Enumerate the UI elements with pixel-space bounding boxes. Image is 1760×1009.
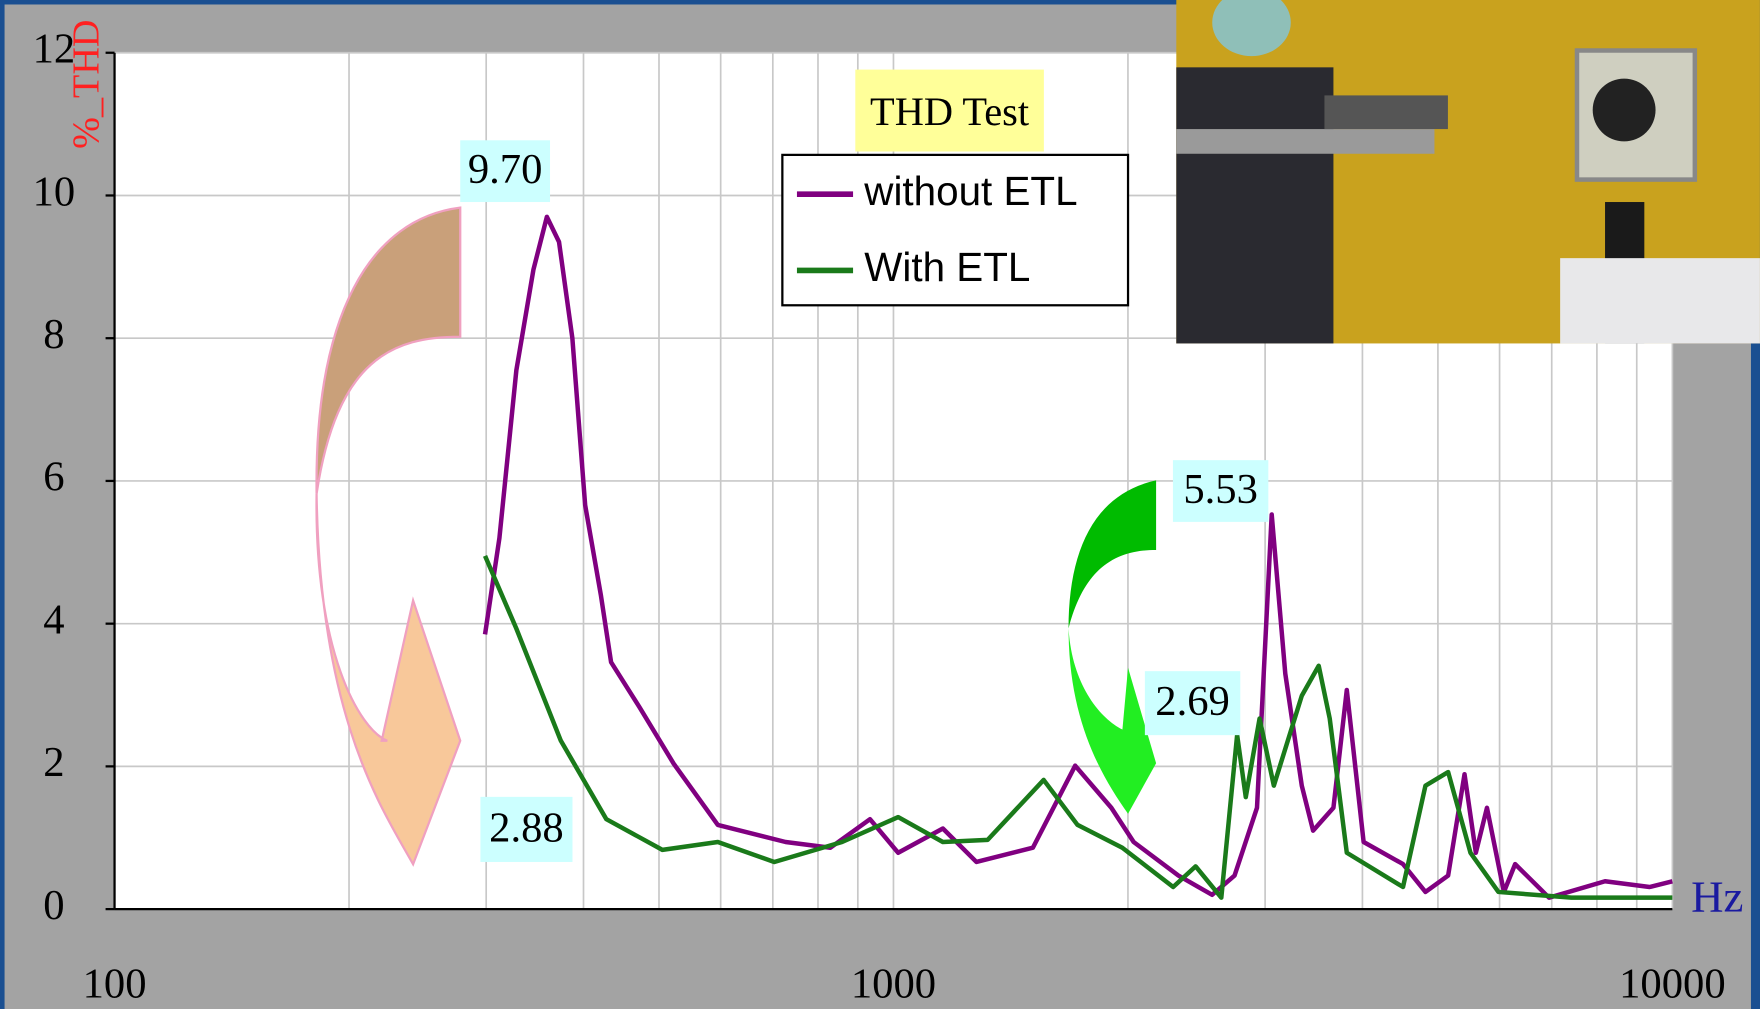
annotation-box: [1172, 460, 1269, 522]
y-tick-label: 4: [43, 596, 64, 643]
y-tick-label: 10: [33, 168, 76, 215]
annotation: 2.88: [489, 804, 564, 851]
legend: [781, 153, 1130, 307]
y-tick-label: 6: [43, 454, 64, 501]
annotations: 9.70 2.88 5.53 2.69: [460, 140, 1269, 862]
y-tick-label: 12: [33, 26, 76, 73]
y-axis-label: %_THD: [66, 20, 108, 149]
annotation-box: [1144, 671, 1241, 736]
chart-title: THD Test: [870, 89, 1029, 134]
x-tick-label: 100: [83, 960, 147, 1007]
annotation: 9.70: [468, 146, 543, 193]
annotation: 5.53: [1183, 466, 1258, 513]
ticks: 0 2 4 6 8 10 12 100 1000 10000: [33, 26, 1726, 1008]
series: [482, 214, 1673, 900]
legend-label: With ETL: [864, 244, 1030, 290]
legend-label: without ETL: [863, 168, 1077, 214]
x-tick-label: 1000: [851, 960, 936, 1007]
y-tick-label: 8: [43, 311, 64, 358]
title-box: [855, 69, 1044, 152]
annotation-box: [480, 796, 573, 862]
series-line: [482, 214, 1673, 900]
photo: [1176, 0, 1760, 344]
green-arrow-top: [1068, 480, 1157, 629]
arrow-top: [315, 206, 462, 495]
x-axis-label: Hz: [1691, 872, 1743, 922]
annotation: 2.69: [1155, 678, 1230, 725]
annotation-box: [460, 140, 551, 203]
y-tick-label: 0: [43, 882, 64, 929]
arrow-bottom: [315, 493, 462, 867]
legend-items: without ETL With ETL: [796, 168, 1078, 290]
series-line: [482, 555, 1673, 900]
green-arrow-bottom: [1068, 628, 1157, 814]
x-tick-label: 10000: [1619, 960, 1726, 1007]
y-tick-label: 2: [43, 739, 64, 786]
